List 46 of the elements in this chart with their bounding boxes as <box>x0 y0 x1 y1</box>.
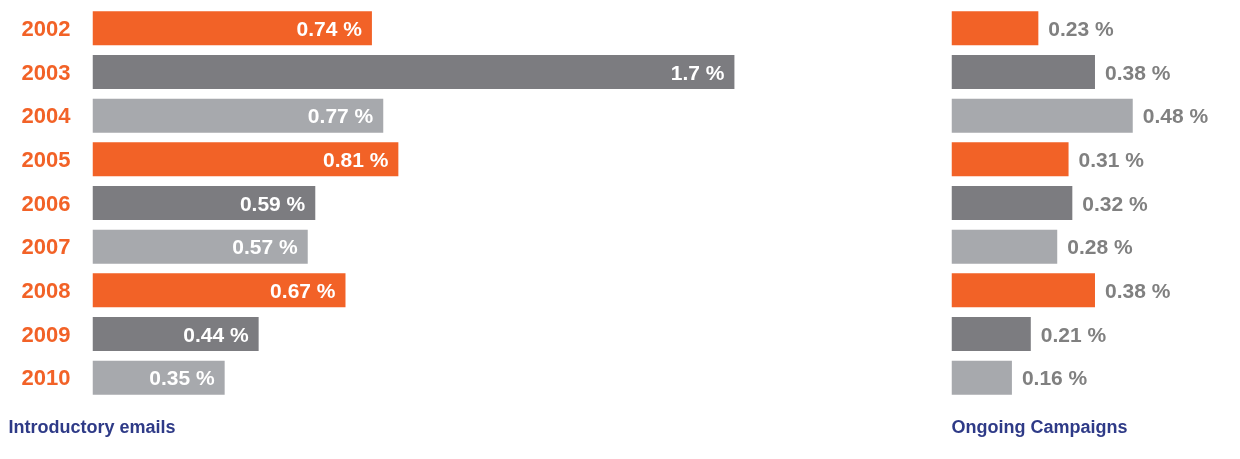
bar <box>951 98 1133 133</box>
y-tick-label: 2004 <box>21 103 72 129</box>
bar <box>92 316 259 352</box>
bar <box>951 11 1039 46</box>
data-label: 0.44 % <box>183 322 249 346</box>
data-label: 0.59 % <box>239 191 306 215</box>
bar <box>92 142 399 177</box>
text: Ongoing Campaigns <box>951 416 1128 437</box>
bar <box>951 273 1095 308</box>
data-label: 0.35 % <box>149 366 215 390</box>
bar <box>951 316 1031 352</box>
data-label: 0.77 % <box>307 104 374 128</box>
data-label: 0.57 % <box>232 235 299 259</box>
y-tick-label: 2009 <box>21 321 71 347</box>
y-tick-label: 2003 <box>21 59 71 85</box>
bar <box>92 185 316 221</box>
bar <box>92 54 735 90</box>
data-label: 0.21 % <box>1040 322 1107 346</box>
bar <box>951 54 1095 90</box>
bar <box>951 229 1058 264</box>
data-label: 1.7 % <box>670 60 725 84</box>
data-label: 0.31 % <box>1078 147 1145 171</box>
data-label: 0.81 % <box>322 147 389 171</box>
y-tick-label: 2007 <box>21 234 71 260</box>
bar <box>951 142 1069 177</box>
data-label: 0.67 % <box>270 278 336 302</box>
y-tick-label: 2005 <box>21 146 71 172</box>
y-tick-label: 2006 <box>21 190 71 216</box>
data-label: 0.38 % <box>1104 278 1171 302</box>
data-label: 0.38 % <box>1104 60 1171 84</box>
y-tick-label: 2010 <box>21 365 71 391</box>
bar <box>92 11 372 46</box>
bar <box>92 273 346 308</box>
bar <box>951 185 1073 221</box>
data-label: 0.48 % <box>1142 104 1209 128</box>
bar <box>92 98 384 133</box>
data-label: 0.23 % <box>1048 16 1115 40</box>
y-tick-label: 2008 <box>21 277 71 303</box>
data-label: 0.28 % <box>1067 235 1133 259</box>
bar <box>951 360 1012 395</box>
data-label: 0.16 % <box>1021 366 1088 390</box>
data-label: 0.74 % <box>296 16 363 40</box>
y-tick-label: 2002 <box>21 15 71 41</box>
bar <box>92 229 308 264</box>
text: Introductory emails <box>8 416 176 437</box>
data-label: 0.32 % <box>1082 191 1149 215</box>
